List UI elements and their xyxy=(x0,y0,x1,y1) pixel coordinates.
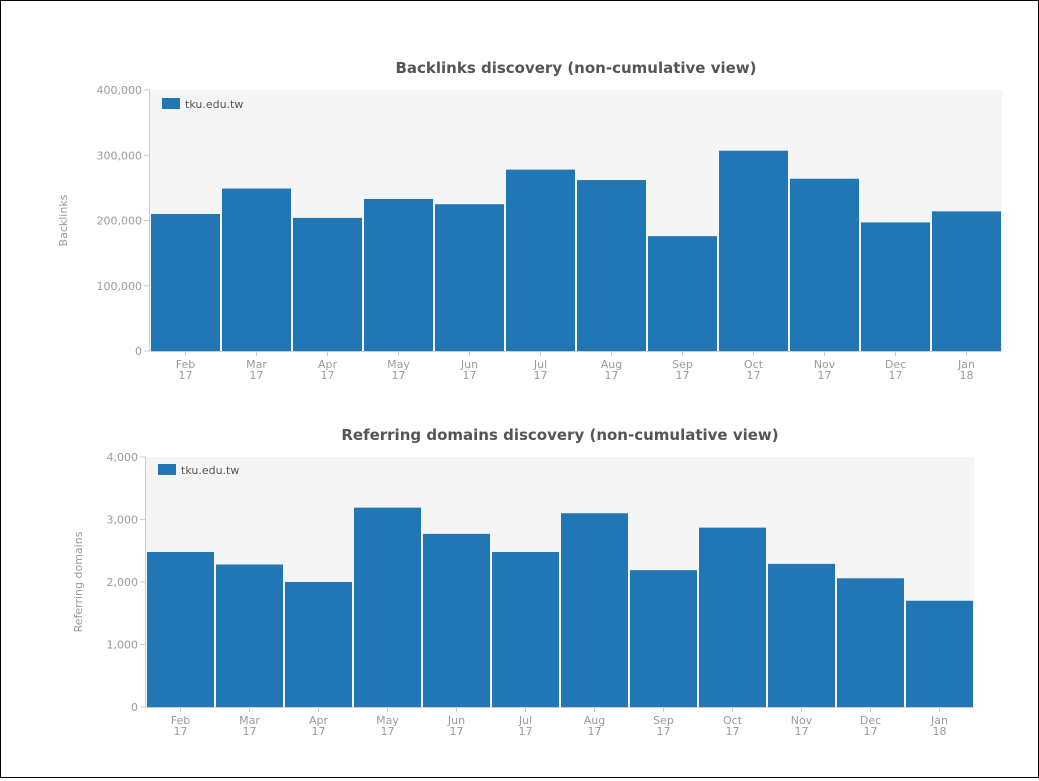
legend-swatch xyxy=(158,464,176,475)
x-tick-label-month: Jun xyxy=(447,714,465,727)
bar-3 xyxy=(285,582,352,707)
bar-5 xyxy=(423,533,490,707)
bar-9 xyxy=(699,527,766,707)
chart-title: Referring domains discovery (non-cumulat… xyxy=(341,426,778,444)
y-tick-label: 1,000 xyxy=(107,639,139,652)
x-tick-label-month: Oct xyxy=(723,714,743,727)
x-tick-label-month: Jun xyxy=(460,358,478,371)
bar-10 xyxy=(768,563,835,707)
x-tick-label-month: Mar xyxy=(246,358,267,371)
x-tick-label-month: Sep xyxy=(672,358,693,371)
bar-8 xyxy=(648,236,717,351)
legend-label: tku.edu.tw xyxy=(181,464,239,477)
y-tick-label: 0 xyxy=(135,345,142,358)
bar-2 xyxy=(222,188,291,351)
x-tick-label-year: 17 xyxy=(321,369,335,382)
x-tick-label-month: Jan xyxy=(957,358,975,371)
bar-7 xyxy=(561,513,628,707)
y-tick-label: 4,000 xyxy=(107,451,139,464)
x-tick-label-month: Apr xyxy=(309,714,329,727)
y-tick-label: 0 xyxy=(131,701,138,714)
x-tick-label-year: 17 xyxy=(795,725,809,738)
x-tick-label-month: Feb xyxy=(171,714,190,727)
x-tick-label-month: May xyxy=(376,714,399,727)
bar-10 xyxy=(790,178,859,351)
x-tick-label-month: Aug xyxy=(601,358,622,371)
x-tick-label-year: 17 xyxy=(392,369,406,382)
x-tick-label-year: 17 xyxy=(864,725,878,738)
x-tick-label-year: 17 xyxy=(726,725,740,738)
bar-4 xyxy=(364,198,433,351)
x-tick-label-month: Feb xyxy=(176,358,195,371)
x-tick-label-month: Jul xyxy=(533,358,547,371)
bar-12 xyxy=(932,211,1001,351)
y-tick-label: 100,000 xyxy=(97,280,143,293)
x-tick-label-year: 17 xyxy=(605,369,619,382)
bar-11 xyxy=(837,578,904,707)
bar-2 xyxy=(216,564,283,707)
y-tick-label: 2,000 xyxy=(107,576,139,589)
x-tick-label-year: 17 xyxy=(818,369,832,382)
x-tick-label-year: 17 xyxy=(243,725,257,738)
x-tick-label-year: 17 xyxy=(463,369,477,382)
x-tick-label-year: 17 xyxy=(312,725,326,738)
x-tick-label-month: May xyxy=(387,358,410,371)
y-tick-label: 300,000 xyxy=(97,149,143,162)
bar-11 xyxy=(861,222,930,351)
y-axis-label: Backlinks xyxy=(57,194,70,246)
x-tick-label-year: 18 xyxy=(933,725,947,738)
bar-8 xyxy=(630,570,697,707)
x-tick-label-year: 17 xyxy=(174,725,188,738)
x-tick-label-year: 17 xyxy=(179,369,193,382)
x-tick-label-month: Mar xyxy=(239,714,260,727)
bar-6 xyxy=(506,169,575,351)
chart-title: Backlinks discovery (non-cumulative view… xyxy=(395,59,756,77)
x-tick-label-year: 17 xyxy=(588,725,602,738)
x-tick-label-month: Dec xyxy=(885,358,906,371)
x-tick-label-month: Oct xyxy=(744,358,764,371)
x-tick-label-year: 17 xyxy=(450,725,464,738)
x-tick-label-year: 17 xyxy=(676,369,690,382)
y-axis-label: Referring domains xyxy=(72,531,85,632)
chart-2: Referring domains discovery (non-cumulat… xyxy=(72,426,974,738)
bar-7 xyxy=(577,180,646,351)
y-tick-label: 3,000 xyxy=(107,514,139,527)
x-tick-label-month: Dec xyxy=(860,714,881,727)
x-tick-label-year: 17 xyxy=(534,369,548,382)
x-tick-label-month: Aug xyxy=(584,714,605,727)
x-tick-label-month: Nov xyxy=(814,358,836,371)
bar-12 xyxy=(906,600,973,707)
plot-background xyxy=(146,457,974,707)
bar-4 xyxy=(354,507,421,707)
bar-1 xyxy=(151,213,220,351)
x-tick-label-year: 17 xyxy=(250,369,264,382)
x-tick-label-year: 18 xyxy=(960,369,974,382)
chart-1: Backlinks discovery (non-cumulative view… xyxy=(57,59,1002,382)
legend-swatch xyxy=(162,98,180,109)
plot-background xyxy=(150,90,1002,351)
x-tick-label-year: 17 xyxy=(889,369,903,382)
legend-label: tku.edu.tw xyxy=(185,98,243,111)
bar-9 xyxy=(719,150,788,351)
bar-5 xyxy=(435,204,504,351)
x-tick-label-month: Apr xyxy=(318,358,338,371)
x-tick-label-month: Sep xyxy=(653,714,674,727)
x-tick-label-month: Jul xyxy=(518,714,532,727)
x-tick-label-month: Jan xyxy=(930,714,948,727)
x-tick-label-year: 17 xyxy=(381,725,395,738)
y-tick-label: 400,000 xyxy=(97,84,143,97)
bar-6 xyxy=(492,552,559,707)
x-tick-label-year: 17 xyxy=(657,725,671,738)
x-tick-label-month: Nov xyxy=(791,714,813,727)
bar-1 xyxy=(147,552,214,707)
y-tick-label: 200,000 xyxy=(97,215,143,228)
x-tick-label-year: 17 xyxy=(747,369,761,382)
x-tick-label-year: 17 xyxy=(519,725,533,738)
bar-3 xyxy=(293,217,362,351)
